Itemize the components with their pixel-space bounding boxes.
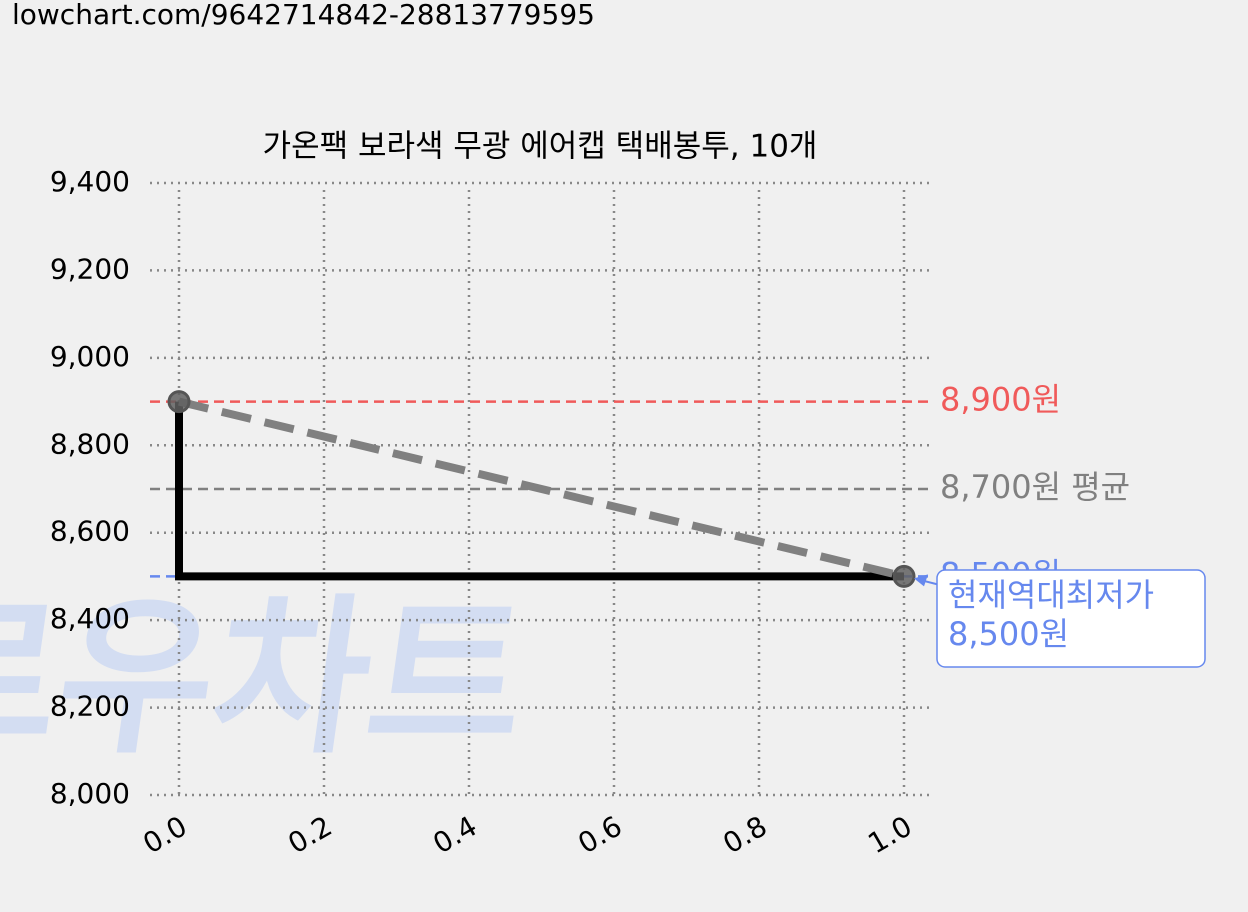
chart-title: 가온팩 보라색 무광 에어캡 택배봉투, 10개 [263, 129, 818, 165]
y-tick-label: 8,400 [50, 602, 130, 635]
x-tick-label: 0.4 [427, 809, 482, 860]
annotation-text: 현재역대최저가 [948, 576, 1154, 614]
x-tick-label: 0.2 [282, 809, 337, 860]
point-marker [892, 564, 916, 588]
y-tick-label: 8,600 [50, 515, 130, 548]
annotation-text: 8,500원 [948, 615, 1069, 653]
y-tick-label: 9,200 [50, 252, 130, 285]
annotation-arrowhead [914, 574, 928, 587]
watermark: 로우차트 [0, 579, 539, 777]
y-tick-label: 8,200 [50, 690, 130, 723]
y-tick-label: 9,400 [50, 165, 130, 198]
reference-label: 8,700원 평균 [940, 468, 1130, 506]
y-tick-label: 9,000 [50, 340, 130, 373]
url: lowchart.com/9642714842-28813779595 [12, 0, 595, 31]
y-tick-label: 8,000 [50, 777, 130, 810]
price-line [175, 401, 904, 581]
x-tick-label: 0.0 [137, 809, 192, 860]
reference-label: 8,900원 [940, 381, 1061, 419]
point-marker [167, 390, 191, 414]
annotation-box [936, 569, 1206, 668]
x-tick-label: 0.6 [572, 809, 627, 860]
x-tick-label: 0.8 [717, 809, 772, 860]
price-line [178, 397, 905, 581]
x-tick-label: 1.0 [862, 809, 917, 860]
y-tick-label: 8,800 [50, 427, 130, 460]
